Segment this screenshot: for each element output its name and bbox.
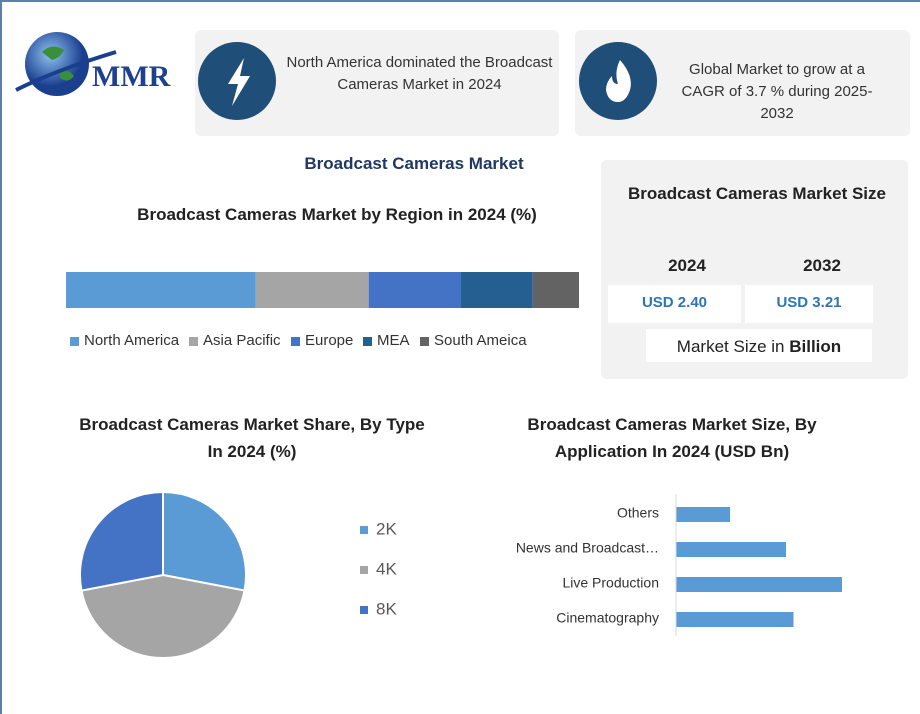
value-box (745, 285, 873, 323)
icon-bolt (228, 58, 250, 106)
legend-label: MEA (377, 332, 410, 349)
bar (676, 612, 794, 627)
chart-title: Broadcast Cameras Market Share, By Type … (79, 415, 425, 461)
chart-title: Broadcast Cameras Market Size, By Applic… (527, 415, 817, 461)
year: 2032 (803, 256, 841, 275)
legend-swatch (291, 337, 300, 346)
legend-swatch (363, 337, 372, 346)
legend-label: 4K (376, 559, 397, 578)
legend-swatch (360, 606, 368, 614)
icon-flame (606, 60, 631, 102)
legend-swatch (420, 337, 429, 346)
pie-slice (80, 573, 246, 659)
main-title: Broadcast Cameras Market (304, 154, 524, 173)
logo-land (42, 46, 74, 81)
legend-label: South Ameica (434, 332, 527, 349)
note-text: Market Size in (676, 337, 790, 356)
legend-label: North America (84, 332, 180, 349)
bar-segment (66, 272, 256, 308)
bar-segment (461, 272, 533, 308)
legend-swatch (189, 337, 198, 346)
bar-segment (532, 272, 579, 308)
year: 2024 (668, 256, 706, 275)
pie-slice (79, 490, 164, 592)
legend-swatch (360, 566, 368, 574)
bar (676, 507, 731, 522)
bar (676, 542, 787, 557)
category-label: Cinematography (556, 610, 659, 626)
bar (676, 577, 842, 592)
note-box (646, 329, 872, 362)
info-box (195, 30, 559, 136)
size-note: Market Size in Billion (646, 337, 872, 357)
category-label: News and Broadcast… (516, 540, 659, 556)
header-text: Global Market to grow at a CAGR of 3.7 %… (681, 61, 873, 122)
bar-segment (368, 272, 462, 308)
category-label: Live Production (562, 575, 659, 591)
legend-label: 2K (376, 519, 397, 538)
logo-swoosh (15, 50, 117, 92)
info-box (575, 30, 910, 136)
bar-segment (255, 272, 369, 308)
category-label: Others (617, 505, 659, 521)
size-value: USD 2.40 (641, 294, 708, 311)
legend-label: Asia Pacific (203, 332, 281, 349)
legend-label: 8K (376, 599, 397, 618)
pie-slice (162, 490, 247, 592)
size-panel (601, 160, 908, 379)
panel-title: Broadcast Cameras Market Size (628, 184, 886, 203)
legend-swatch (360, 526, 368, 534)
chart-title: Broadcast Cameras Market by Region in 20… (137, 205, 537, 224)
header-text: North America dominated the Broadcast Ca… (286, 54, 553, 93)
value-box (608, 285, 741, 323)
legend-swatch (70, 337, 79, 346)
note-unit: Billion (789, 337, 842, 356)
logo-text: MMR (92, 60, 171, 93)
size-value: USD 3.21 (776, 294, 842, 311)
legend-label: Europe (305, 332, 354, 349)
